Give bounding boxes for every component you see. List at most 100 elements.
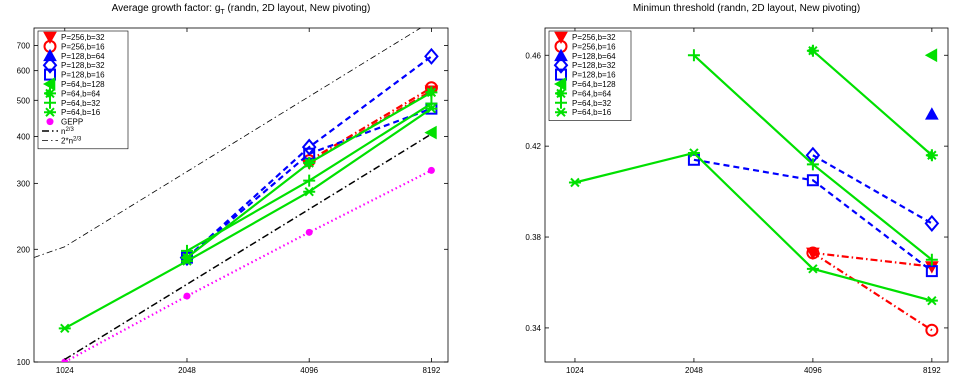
y-tick-label: 0.42 [525, 142, 541, 151]
data-point-6 [925, 149, 933, 162]
legend-marker [42, 77, 56, 91]
y-tick-label: 400 [17, 133, 31, 142]
series-line-0 [308, 89, 432, 164]
series-line-10 [64, 133, 432, 361]
legend-label: P=64,b=16 [572, 108, 612, 117]
series-line-8 [574, 151, 933, 302]
data-point-9 [427, 166, 435, 174]
x-tick-label: 2048 [685, 366, 703, 375]
legend-marker [43, 31, 57, 45]
series-line-4 [693, 158, 933, 272]
data-point-8 [303, 186, 316, 197]
data-point-7 [925, 253, 938, 266]
data-point-9 [183, 292, 191, 300]
series-line-1 [812, 252, 933, 332]
legend-marker [553, 56, 569, 74]
legend-label: P=128,b=64 [61, 52, 105, 61]
legend-label: P=64,b=128 [61, 80, 105, 89]
chart-left: 1024 2048 4096 8192 100 200 300 400 500 600 700 P=2… [17, 3, 449, 375]
x-tick-label: 4096 [804, 366, 822, 375]
y-tick-label: 600 [17, 67, 31, 76]
data-point-8 [58, 323, 71, 334]
legend-label: P=128,b=16 [572, 71, 616, 80]
y-tick-label: 100 [17, 358, 31, 367]
legend-label: P=64,b=32 [572, 99, 612, 108]
data-point-4 [925, 265, 938, 278]
data-point-5 [924, 48, 938, 63]
legend: P=256,b=32P=256,b=16P=128,b=64P=128,b=32… [548, 30, 632, 121]
legend-label: P=64,b=32 [61, 99, 101, 108]
series-line-1 [308, 86, 432, 162]
chart-right: 1024 2048 4096 8192 0.34 0.38 0.42 0.46 P=256,b=… [525, 3, 949, 375]
legend-label: 2*n2/3 [61, 136, 82, 145]
data-point-6 [806, 44, 814, 57]
legend-label: P=64,b=64 [61, 89, 101, 98]
series-line-3 [812, 154, 933, 225]
data-point-1 [925, 323, 939, 337]
legend-marker [43, 48, 57, 62]
x-tick-label: 2048 [178, 366, 196, 375]
data-point-7 [687, 49, 700, 62]
legend-marker [44, 87, 51, 100]
x-tick-label: 1024 [566, 366, 584, 375]
data-point-6 [303, 157, 311, 170]
data-point-7 [180, 244, 193, 257]
data-point-8 [425, 103, 438, 114]
data-point-4 [806, 174, 819, 187]
x-tick-label: 1024 [56, 366, 74, 375]
data-point-5 [424, 125, 437, 140]
legend-label: P=256,b=16 [572, 42, 616, 51]
series-line-8 [64, 107, 433, 330]
legend-marker [44, 68, 56, 81]
y-tick-label: 0.34 [525, 324, 541, 333]
y-tick-label: 0.38 [525, 233, 541, 242]
legend-marker [46, 118, 54, 126]
title-subscript: T [220, 9, 225, 16]
data-point-3 [924, 214, 940, 232]
legend-label: P=64,b=64 [572, 89, 612, 98]
legend-label: P=128,b=32 [572, 61, 616, 70]
data-point-3 [424, 47, 439, 65]
legend-label-superscript: 2/3 [65, 127, 74, 133]
legend-label: P=128,b=16 [61, 71, 105, 80]
legend-marker [553, 77, 567, 91]
series-line-6 [812, 49, 933, 157]
legend-label: P=64,b=128 [572, 80, 616, 89]
chart-title: Minimun threshold (randn, 2D layout, New… [633, 3, 860, 14]
data-point-9 [61, 358, 69, 362]
legend-label: P=128,b=64 [572, 52, 616, 61]
data-point-1 [806, 246, 820, 260]
data-point-8 [568, 177, 581, 188]
data-point-6 [425, 86, 433, 99]
data-point-7 [806, 158, 819, 171]
series-line-3 [186, 55, 433, 259]
chart-title: Average growth factor: gT (randn, 2D lay… [112, 3, 371, 16]
legend-label: n2/3 [61, 127, 74, 136]
legend-label: P=128,b=32 [61, 61, 105, 70]
y-tick-label: 300 [17, 179, 31, 188]
data-point-9 [305, 228, 313, 236]
legend-marker [555, 68, 567, 81]
legend-marker [554, 48, 568, 62]
title-suffix: (randn, 2D layout, New pivoting) [225, 3, 371, 14]
x-tick-label: 8192 [923, 366, 941, 375]
legend-label: P=256,b=32 [572, 33, 616, 42]
y-tick-label: 0.46 [525, 51, 541, 60]
data-point-8 [806, 264, 819, 274]
series-line-0 [812, 251, 932, 268]
data-point-8 [687, 148, 700, 158]
legend: P=256,b=32P=256,b=16P=128,b=64P=128,b=32… [37, 30, 129, 150]
legend-marker [555, 96, 567, 109]
data-point-4 [687, 153, 700, 166]
data-point-2 [925, 107, 939, 120]
legend-marker [42, 56, 58, 74]
series-line-11 [34, 28, 422, 258]
data-point-8 [925, 295, 938, 306]
y-tick-label: 700 [17, 42, 31, 51]
y-tick-label: 500 [17, 96, 31, 105]
series-group [34, 28, 439, 362]
series-group [568, 44, 940, 337]
legend-marker [44, 96, 56, 109]
series-line-9 [64, 169, 432, 362]
